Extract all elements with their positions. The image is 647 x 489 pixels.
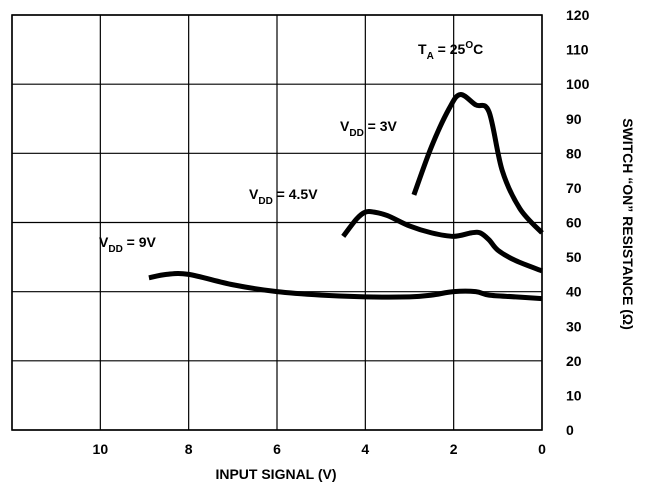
y-tick-label: 0 bbox=[566, 422, 574, 438]
y-tick-label: 100 bbox=[566, 76, 590, 92]
x-axis-title: INPUT SIGNAL (V) bbox=[215, 466, 336, 482]
x-tick-label: 0 bbox=[538, 441, 546, 457]
y-tick-label: 70 bbox=[566, 180, 582, 196]
series-layer bbox=[148, 92, 544, 302]
annotations: TA = 25OC VDD = 3V VDD = 4.5V VDD = 9V bbox=[99, 40, 483, 255]
y-tick-label: 60 bbox=[566, 215, 582, 231]
plot-frame bbox=[11, 14, 543, 431]
series-line-2 bbox=[148, 270, 543, 302]
y-axis-title: SWITCH “ON” RESISTANCE (Ω) bbox=[620, 118, 636, 330]
y-tick-labels: 0 10 20 30 40 50 60 70 80 90 100 110 120 bbox=[566, 7, 590, 438]
y-tick-label: 120 bbox=[566, 7, 590, 23]
x-tick-label: 10 bbox=[93, 441, 109, 457]
x-tick-label: 6 bbox=[273, 441, 281, 457]
series-line-1 bbox=[341, 208, 543, 274]
y-tick-label: 90 bbox=[566, 111, 582, 127]
y-tick-label: 10 bbox=[566, 387, 582, 403]
y-tick-label: 40 bbox=[566, 284, 582, 300]
y-tick-label: 110 bbox=[566, 42, 589, 58]
y-tick-label: 50 bbox=[566, 249, 582, 265]
x-tick-labels: 10 8 6 4 2 0 bbox=[93, 441, 547, 457]
annotation-vdd-9v: VDD = 9V bbox=[99, 234, 157, 255]
annotation-vdd-3v: VDD = 3V bbox=[340, 118, 398, 139]
x-tick-label: 2 bbox=[450, 441, 458, 457]
y-tick-label: 30 bbox=[566, 318, 582, 334]
y-tick-label: 20 bbox=[566, 353, 582, 369]
grid bbox=[11, 14, 543, 431]
series-line-0 bbox=[411, 92, 544, 235]
x-tick-label: 8 bbox=[185, 441, 193, 457]
annotation-vdd-4-5v: VDD = 4.5V bbox=[249, 186, 318, 207]
x-tick-label: 4 bbox=[361, 441, 369, 457]
y-tick-label: 80 bbox=[566, 145, 582, 161]
annotation-temperature: TA = 25OC bbox=[418, 40, 483, 62]
